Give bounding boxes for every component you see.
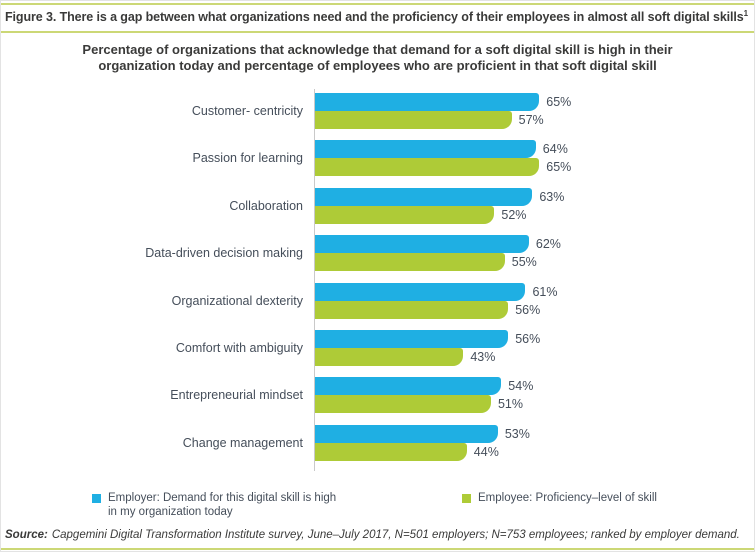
- top-rule: [1, 3, 754, 5]
- figure-title-footnote-marker: 1: [743, 9, 749, 18]
- employee-legend-label: Employee: Proficiency–level of skill: [478, 492, 657, 504]
- employer-bar: [315, 330, 509, 348]
- source-note: Source: Capgemini Digital Transformation …: [5, 529, 750, 541]
- category-label: Change management: [182, 435, 303, 450]
- source-text: Capgemini Digital Transformation Institu…: [51, 529, 740, 541]
- employee-value-label: 44%: [473, 444, 499, 459]
- figure-title-text: Figure 3. There is a gap between what or…: [5, 10, 744, 25]
- employee-value-label: 57%: [518, 113, 544, 127]
- category-label: Collaboration: [229, 198, 303, 213]
- employee-bar: [315, 300, 509, 319]
- category-label: Entrepreneurial mindset: [170, 388, 303, 403]
- employer-legend-label: Employer: Demand for this digital skill …: [108, 492, 337, 518]
- employee-value-label: 43%: [470, 350, 496, 364]
- employee-bar: [315, 253, 505, 272]
- employee-bar: [315, 205, 495, 224]
- chart-subtitle-line-2: organization today and percentage of emp…: [98, 58, 657, 73]
- employee-value-label: 52%: [501, 207, 527, 222]
- legend-item-employee: Employee: Proficiency–level of skill: [462, 492, 722, 506]
- employer-value-label: 61%: [532, 284, 558, 299]
- employee-bar: [315, 395, 491, 414]
- employer-value-label: 62%: [535, 237, 561, 252]
- category-label: Comfort with ambiguity: [175, 341, 303, 355]
- employer-value-label: 64%: [542, 142, 568, 157]
- title-divider-rule: [1, 31, 754, 33]
- chart-row: Organizational dexterity 61% 56%: [1, 282, 754, 319]
- category-label: Organizational dexterity: [171, 293, 303, 308]
- figure-title: Figure 3. There is a gap between what or…: [5, 9, 750, 24]
- employee-bar: [315, 442, 467, 461]
- employee-legend-swatch: [462, 494, 471, 503]
- employer-value-label: 65%: [546, 95, 572, 109]
- legend-item-employer: Employer: Demand for this digital skill …: [92, 492, 342, 519]
- employer-value-label: 56%: [515, 332, 541, 346]
- chart-row: Data-driven decision making 62% 55%: [1, 235, 754, 272]
- chart-row: Change management 53% 44%: [1, 424, 754, 461]
- chart-row: Comfort with ambiguity 56% 43%: [1, 330, 754, 366]
- employer-bar: [315, 93, 540, 111]
- employee-value-label: 56%: [515, 302, 541, 317]
- chart-row: Collaboration 63% 52%: [1, 187, 754, 224]
- employer-bar: [315, 187, 533, 206]
- employer-bar: [315, 424, 498, 443]
- employer-value-label: 53%: [504, 426, 530, 441]
- category-label: Data-driven decision making: [145, 246, 303, 261]
- source-prefix: Source:: [5, 529, 48, 541]
- employee-value-label: 55%: [511, 255, 537, 270]
- chart-subtitle: Percentage of organizations that acknowl…: [1, 42, 754, 74]
- y-axis-line: [314, 89, 315, 471]
- category-label: Passion for learning: [192, 151, 303, 166]
- employer-legend-swatch: [92, 494, 101, 503]
- employer-bar: [315, 282, 526, 301]
- chart-row: Entrepreneurial mindset 54% 51%: [1, 377, 754, 414]
- chart-row: Passion for learning 64% 65%: [1, 140, 754, 177]
- chart-row: Customer- centricity 65% 57%: [1, 93, 754, 129]
- employee-bar: [315, 158, 540, 177]
- chart-subtitle-line-1: Percentage of organizations that acknowl…: [82, 42, 673, 57]
- category-label: Customer- centricity: [191, 104, 303, 118]
- employer-bar: [315, 235, 529, 254]
- employee-value-label: 65%: [546, 160, 572, 175]
- bottom-rule: [1, 548, 754, 550]
- employer-bar: [315, 140, 536, 159]
- employer-value-label: 63%: [539, 189, 565, 204]
- employer-bar: [315, 377, 502, 396]
- employer-value-label: 54%: [508, 379, 534, 394]
- bar-chart: Customer- centricity 65% 57% Passion for le…: [1, 87, 754, 479]
- employee-value-label: 51%: [497, 397, 523, 412]
- employee-bar: [315, 348, 464, 366]
- employee-bar: [315, 111, 512, 129]
